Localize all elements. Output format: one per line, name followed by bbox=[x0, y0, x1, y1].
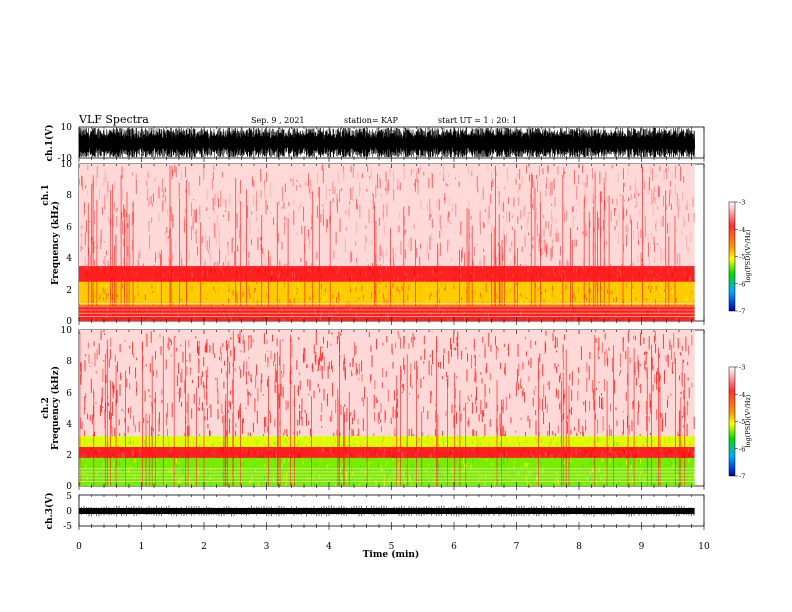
ch1-spectrogram-yticks: 0 2 4 6 8 10 bbox=[61, 160, 73, 327]
ch1-freq-tick-10: 10 bbox=[61, 160, 73, 170]
spectrogram-band bbox=[79, 447, 695, 458]
ch2-spectrogram-ylabel-b: Frequency (kHz) bbox=[50, 366, 61, 450]
ch3-waveform-line bbox=[78, 505, 695, 517]
ch1-freq-tick-0: 0 bbox=[66, 317, 72, 327]
start-time-label: start UT = 1 : 20: 1 bbox=[438, 116, 517, 125]
ch2-spectrogram-panel: 0 2 4 6 8 10 ch.2 Frequency (kHz) bbox=[41, 326, 705, 492]
colorbar-tick-label: -3 bbox=[739, 364, 745, 372]
colorbar-tick-label: -4 bbox=[739, 391, 745, 399]
ch3-waveform-panel: 5 0 -5 ch.3(V) bbox=[44, 492, 705, 532]
ch2-colorbar-ticks: -3 -4 -5 -6 -7 bbox=[735, 364, 745, 481]
time-tick-label: 6 bbox=[451, 542, 457, 552]
ch2-freq-tick-6: 6 bbox=[66, 389, 72, 399]
spectrogram-streaks bbox=[79, 330, 686, 486]
ch1-colorbar-ticks: -3 -4 -5 -6 -7 bbox=[735, 199, 745, 316]
ch1-waveform-trace bbox=[78, 127, 696, 158]
ch1-spectrogram-ticks bbox=[78, 164, 705, 325]
time-tick-label: 8 bbox=[576, 542, 582, 552]
colorbar-tick-label: -5 bbox=[739, 418, 745, 426]
ch1-waveform-ticks bbox=[78, 127, 705, 162]
ch3-ytick-mid: 0 bbox=[66, 507, 72, 517]
time-tick-label: 7 bbox=[514, 542, 520, 552]
spectrogram-texture bbox=[82, 436, 695, 447]
ch1-waveform-panel: 10 -10 ch.1(V) bbox=[44, 123, 705, 164]
ch1-waveform-line bbox=[78, 127, 696, 158]
ch2-freq-tick-8: 8 bbox=[66, 357, 72, 367]
time-tick-label: 9 bbox=[639, 542, 645, 552]
ch1-freq-tick-2: 2 bbox=[66, 286, 72, 296]
colorbar-tick-label: -5 bbox=[739, 253, 745, 261]
ch2-spectrogram-image bbox=[78, 330, 695, 486]
colorbar-tick-label: -6 bbox=[739, 280, 745, 288]
colorbar-tick-label: -3 bbox=[739, 199, 745, 207]
ch2-spectrogram-ticks bbox=[78, 330, 705, 490]
figure-title: VLF Spectra bbox=[78, 113, 149, 126]
time-tick-label: 1 bbox=[139, 542, 145, 552]
ch2-spectrogram-ylabel-a: ch.2 bbox=[41, 397, 51, 418]
colorbar-tick-label: -7 bbox=[739, 308, 745, 316]
ch2-freq-tick-4: 4 bbox=[66, 420, 72, 430]
ch3-ytick-top: 5 bbox=[66, 492, 72, 502]
ch3-waveform-ticks bbox=[78, 495, 705, 530]
ch2-colorbar: -3 -4 -5 -6 -7 log(PSD)(V²/Hz) bbox=[728, 364, 752, 481]
ch1-spectrogram-panel: 0 2 4 6 8 10 ch.1 Frequency (kHz) bbox=[41, 160, 705, 327]
ch1-freq-tick-4: 4 bbox=[66, 254, 72, 264]
ch3-waveform-trace bbox=[78, 505, 695, 517]
ch1-freq-tick-6: 6 bbox=[66, 223, 72, 233]
ch1-colorbar-gradient bbox=[728, 201, 736, 312]
station-label: station= KAP bbox=[344, 116, 399, 125]
ch1-ytick-bottom: -10 bbox=[58, 154, 73, 164]
ch1-spectrogram-ylabel-b: Frequency (kHz) bbox=[50, 201, 61, 285]
ch1-colorbar: -3 -4 -5 -6 -7 log(PSD)(V²/Hz) bbox=[728, 199, 752, 316]
colorbar-tick-label: -4 bbox=[739, 226, 745, 234]
spectrogram-texture bbox=[80, 458, 686, 486]
ch1-spectrogram-ylabel-a: ch.1 bbox=[41, 184, 51, 205]
ch2-freq-tick-0: 0 bbox=[66, 482, 72, 492]
time-tick-label: 0 bbox=[76, 542, 82, 552]
ch2-colorbar-label: log(PSD)(V²/Hz) bbox=[744, 394, 752, 447]
ch2-freq-tick-2: 2 bbox=[66, 451, 72, 461]
ch2-spectrogram-yticks: 0 2 4 6 8 10 bbox=[61, 326, 73, 492]
ch2-colorbar-gradient bbox=[728, 366, 736, 477]
ch1-spectrogram-image bbox=[78, 164, 696, 321]
spectrogram-texture bbox=[80, 164, 692, 267]
ch2-freq-tick-10: 10 bbox=[61, 326, 73, 336]
date-label: Sep. 9 , 2021 bbox=[251, 116, 305, 125]
ch3-waveform-ylabel: ch.3(V) bbox=[44, 493, 55, 530]
ch3-waveform-band bbox=[79, 508, 695, 514]
ch1-colorbar-label: log(PSD)(V²/Hz) bbox=[744, 229, 752, 282]
time-axis-tick-labels: 0 1 2 3 4 5 6 7 8 9 10 bbox=[76, 542, 710, 552]
colorbar-tick-label: -6 bbox=[739, 445, 745, 453]
time-tick-label: 4 bbox=[326, 542, 332, 552]
ch3-ytick-bottom: -5 bbox=[63, 522, 72, 532]
ch1-freq-tick-8: 8 bbox=[66, 191, 72, 201]
time-tick-label: 3 bbox=[264, 542, 270, 552]
time-axis-label: Time (min) bbox=[363, 549, 420, 560]
spectrogram-texture bbox=[79, 330, 690, 437]
time-tick-label: 10 bbox=[698, 542, 710, 552]
time-tick-label: 2 bbox=[201, 542, 207, 552]
ch1-waveform-ylabel: ch.1(V) bbox=[44, 125, 55, 162]
time-tick-label: 5 bbox=[389, 542, 395, 552]
spectrogram-band bbox=[79, 330, 695, 437]
colorbar-tick-label: -7 bbox=[739, 473, 745, 481]
spectrogram-texture bbox=[78, 164, 695, 267]
spectrogram-streaks bbox=[87, 165, 676, 321]
ch1-ytick-top: 10 bbox=[61, 123, 73, 133]
